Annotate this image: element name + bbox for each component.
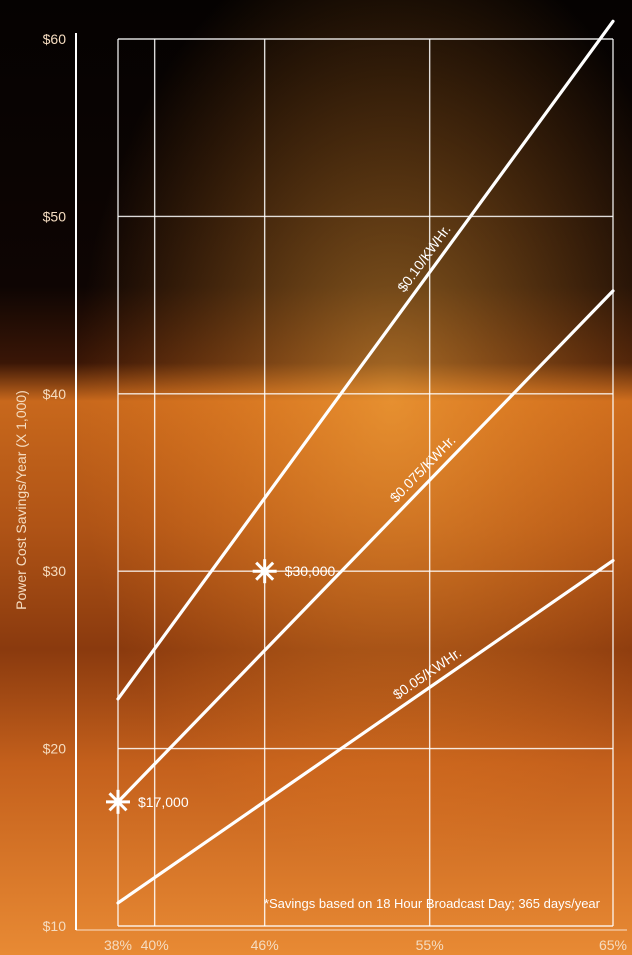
- y-tick-label-5: $60: [43, 31, 67, 47]
- annotation-label-1: $30,000: [285, 563, 336, 579]
- annotation-label-0: $17,000: [138, 794, 189, 810]
- y-tick-label-3: $40: [43, 386, 67, 402]
- annotation-marker-1: [252, 559, 277, 584]
- x-tick-label-3: 55%: [416, 937, 444, 953]
- x-tick-label-1: 40%: [141, 937, 169, 953]
- series-line-2: [116, 558, 615, 905]
- series-line-0: [116, 19, 615, 701]
- x-tick-label-0: 38%: [104, 937, 132, 953]
- footnote: *Savings based on 18 Hour Broadcast Day;…: [264, 896, 601, 911]
- y-tick-label-1: $20: [43, 741, 67, 757]
- y-tick-label-0: $10: [43, 918, 67, 934]
- annotation-star-core: [114, 797, 122, 806]
- y-tick-label-4: $50: [43, 208, 67, 224]
- grid-layer: [75, 33, 627, 931]
- y-axis-label: Power Cost Savings/Year (X 1,000): [13, 390, 29, 610]
- annotation-marker-0: [106, 789, 130, 814]
- y-tick-label-2: $30: [43, 563, 67, 579]
- tick-layer: $10 $20 $30 $40 $50 $60 38% 40% 46% 55% 65%: [43, 31, 627, 953]
- x-tick-label-2: 46%: [251, 937, 279, 953]
- series-line-1: [116, 289, 615, 804]
- marker-layer: $17,000 $30,000: [106, 559, 335, 814]
- annotation-star-core: [260, 567, 269, 576]
- x-tick-label-4: 65%: [599, 937, 627, 953]
